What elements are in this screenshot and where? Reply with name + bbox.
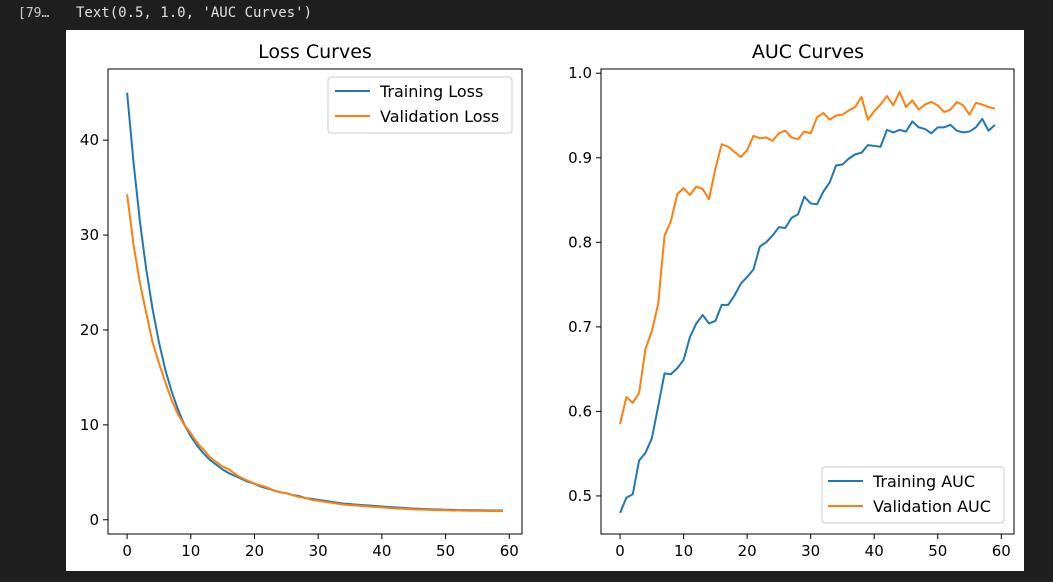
auc-x-tick-label: 30 — [801, 542, 820, 560]
legend-training-auc-label: Training AUC — [872, 472, 975, 491]
auc-chart: AUC Curves 0 10 20 30 40 50 60 0.5 0.6 0.7 0.8 0.9 1… — [568, 41, 1015, 560]
auc-y-tick-label: 0.8 — [568, 233, 592, 251]
auc-y-tick-label: 0.6 — [568, 402, 592, 420]
auc-y-tick-label: 0.5 — [568, 487, 592, 505]
loss-x-tick-label: 0 — [122, 542, 132, 560]
loss-x-tick-label: 50 — [436, 542, 455, 560]
loss-y-tick-label: 0 — [89, 511, 99, 529]
auc-legend: Training AUC Validation AUC — [821, 466, 1005, 524]
auc-series-lines — [619, 90, 996, 514]
loss-legend-box — [327, 76, 513, 134]
loss-x-tick-label: 20 — [245, 542, 264, 560]
auc-axes-frame — [600, 68, 1015, 535]
auc-legend-box — [821, 466, 1005, 524]
auc-x-tick-label: 60 — [992, 542, 1011, 560]
loss-chart-title: Loss Curves — [258, 41, 372, 63]
output-text-repr: Text(0.5, 1.0, 'AUC Curves') — [76, 5, 313, 21]
legend-training-loss-label: Training Loss — [379, 82, 483, 101]
execution-count-prompt: [79… — [18, 6, 50, 21]
auc-series-line-training — [619, 117, 996, 514]
loss-y-tick-label: 40 — [80, 131, 99, 149]
auc-series-line-validation — [619, 90, 996, 425]
loss-legend: Training Loss Validation Loss — [327, 76, 513, 134]
auc-x-tick-label: 10 — [674, 542, 693, 560]
loss-y-tick-label: 30 — [80, 226, 99, 244]
loss-chart: Loss Curves 0 10 20 30 40 50 60 0 10 20 30 40 Train… — [80, 41, 523, 560]
auc-y-tick-label: 0.9 — [568, 149, 592, 167]
legend-validation-auc-label: Validation AUC — [873, 497, 991, 516]
auc-x-tick-label: 0 — [615, 542, 625, 560]
loss-x-tick-label: 30 — [309, 542, 328, 560]
loss-ticks: 0 10 20 30 40 50 60 0 10 20 30 40 — [80, 131, 519, 560]
auc-y-tick-label: 1.0 — [568, 64, 592, 82]
figure-svg: Loss Curves 0 10 20 30 40 50 60 0 10 20 30 40 Train… — [80, 41, 1015, 560]
auc-ticks: 0 10 20 30 40 50 60 0.5 0.6 0.7 0.8 0.9 1.0 — [568, 64, 1011, 560]
auc-x-tick-label: 20 — [738, 542, 757, 560]
auc-x-tick-label: 40 — [865, 542, 884, 560]
auc-x-tick-label: 50 — [928, 542, 947, 560]
loss-x-tick-label: 40 — [372, 542, 391, 560]
loss-x-tick-label: 60 — [500, 542, 519, 560]
loss-axes-frame — [107, 68, 523, 535]
legend-validation-loss-label: Validation Loss — [380, 107, 499, 126]
loss-y-tick-label: 20 — [80, 321, 99, 339]
loss-series-line-training — [126, 92, 503, 512]
loss-y-tick-label: 10 — [80, 416, 99, 434]
loss-series-lines — [126, 92, 503, 513]
matplotlib-figure: Loss Curves 0 10 20 30 40 50 60 0 10 20 30 40 Train… — [66, 30, 1024, 571]
loss-x-tick-label: 10 — [181, 542, 200, 560]
loss-series-line-validation — [126, 194, 503, 513]
auc-y-tick-label: 0.7 — [568, 318, 592, 336]
auc-chart-title: AUC Curves — [752, 41, 864, 63]
